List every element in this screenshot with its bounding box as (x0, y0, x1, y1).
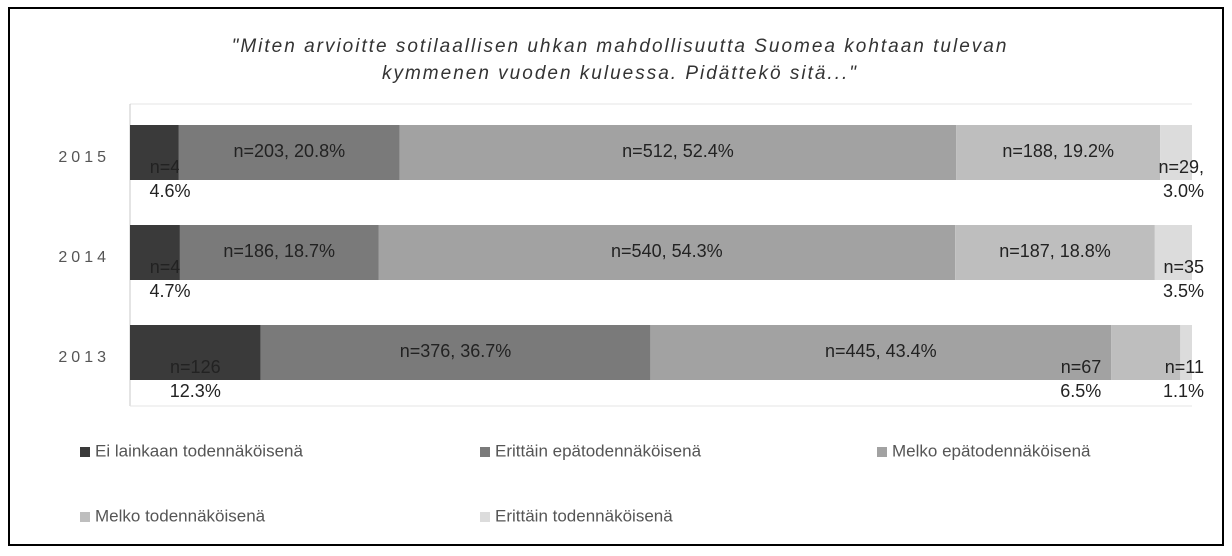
data-label: n=35 (1163, 257, 1204, 277)
data-label: n=126 (170, 357, 221, 377)
chart-title: "Miten arvioitte sotilaallisen uhkan mah… (232, 36, 1009, 57)
bar-segment (130, 325, 261, 380)
bar-segment (130, 225, 180, 280)
data-label: 4.6% (149, 181, 190, 201)
bar-segment (399, 125, 957, 180)
bar-segment (130, 125, 179, 180)
data-label: n=376, 36.7% (400, 341, 512, 361)
data-label: n=11 (1165, 357, 1204, 377)
bar-segment (378, 225, 956, 280)
data-label: n=29, (1158, 157, 1204, 177)
bar-segment (179, 225, 379, 280)
legend-swatch (80, 512, 90, 522)
legend-label: Ei lainkaan todennäköisenä (95, 441, 303, 460)
data-label: n=186, 18.7% (223, 241, 335, 261)
legend-label: Erittäin epätodennäköisenä (495, 441, 702, 460)
data-label: 3.0% (1163, 181, 1204, 201)
legend-label: Melko epätodennäköisenä (892, 441, 1091, 460)
bar-segment (1154, 225, 1192, 280)
data-label: 1.1% (1163, 381, 1204, 401)
data-label: 3.5% (1163, 281, 1204, 301)
bar-segment (1111, 325, 1181, 380)
y-tick-label: 2013 (58, 349, 110, 366)
data-label: n=540, 54.3% (611, 241, 723, 261)
legend-label: Erittäin todennäköisenä (495, 506, 673, 525)
data-label: n=445, 43.4% (825, 341, 937, 361)
bar-segment (956, 125, 1161, 180)
data-label: n=188, 19.2% (1002, 141, 1114, 161)
data-label: n=67 (1061, 357, 1102, 377)
bar-segment (1180, 325, 1192, 380)
legend-swatch (80, 447, 90, 457)
bar-segment (650, 325, 1112, 380)
bar-segment (955, 225, 1155, 280)
legend-swatch (877, 447, 887, 457)
data-label: n=512, 52.4% (622, 141, 734, 161)
data-label: 6.5% (1060, 381, 1101, 401)
y-tick-label: 2014 (58, 249, 110, 266)
bar-segment (178, 125, 400, 180)
data-label: 4.7% (149, 281, 190, 301)
bar-segment (1160, 125, 1192, 180)
data-label: 12.3% (170, 381, 221, 401)
data-label: n=187, 18.8% (999, 241, 1111, 261)
legend-swatch (480, 512, 490, 522)
bar-segment (260, 325, 651, 380)
y-tick-label: 2015 (58, 149, 110, 166)
legend-label: Melko todennäköisenä (95, 506, 266, 525)
legend-swatch (480, 447, 490, 457)
data-label: n=203, 20.8% (233, 141, 345, 161)
chart-title: kymmenen vuoden kuluessa. Pidättekö sitä… (382, 63, 858, 84)
